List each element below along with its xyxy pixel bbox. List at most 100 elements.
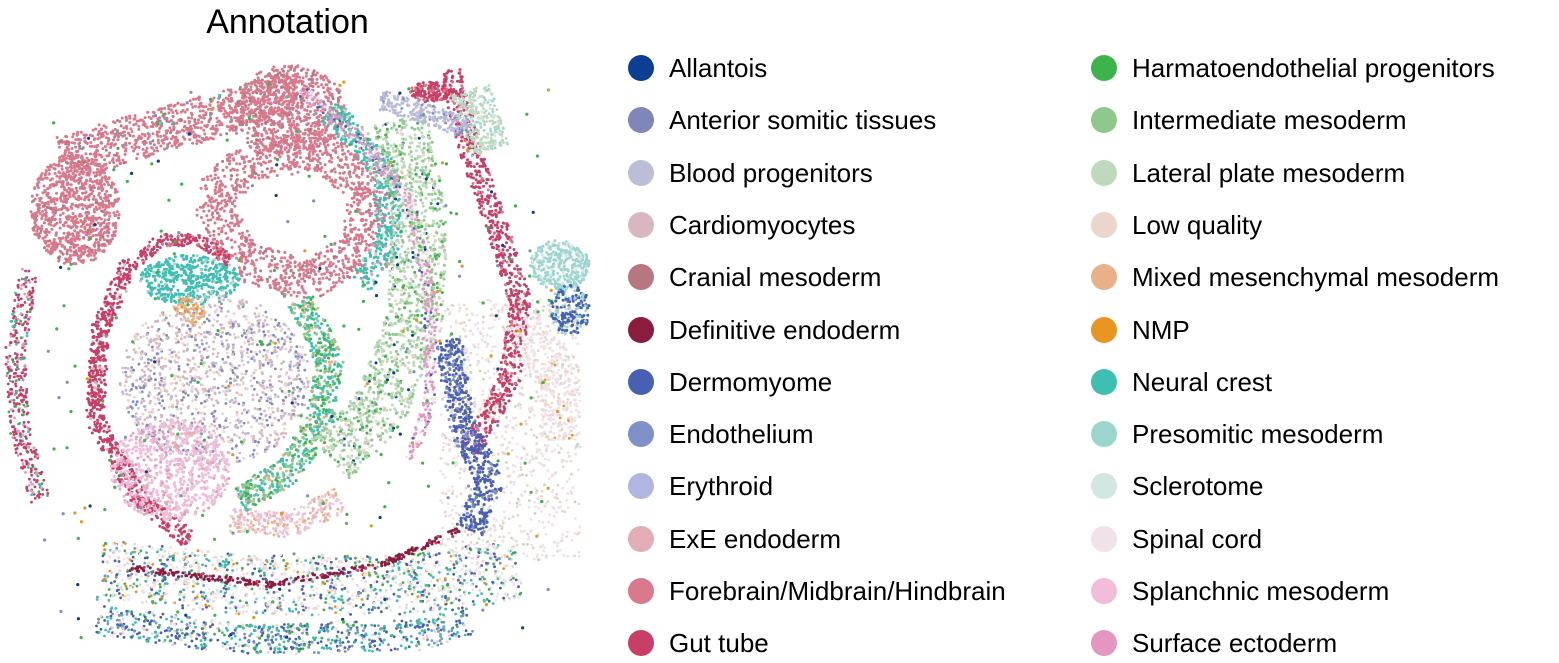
scatter-point bbox=[551, 488, 555, 492]
scatter-point bbox=[570, 539, 574, 542]
scatter-point bbox=[544, 501, 548, 505]
scatter-point bbox=[454, 400, 458, 404]
scatter-point bbox=[481, 538, 485, 542]
scatter-point bbox=[506, 446, 510, 450]
scatter-point bbox=[562, 459, 566, 462]
scatter-point bbox=[558, 500, 562, 504]
scatter-point bbox=[471, 439, 475, 443]
scatter-point bbox=[469, 351, 473, 355]
scatter-point bbox=[443, 476, 447, 479]
scatter-point bbox=[502, 487, 506, 491]
scatter-point bbox=[464, 370, 467, 373]
scatter-point bbox=[464, 487, 468, 490]
scatter-point bbox=[456, 455, 460, 459]
scatter-point bbox=[553, 496, 557, 499]
scatter-point bbox=[495, 546, 499, 550]
scatter-point bbox=[539, 545, 542, 549]
scatter-point bbox=[481, 334, 485, 338]
scatter-point bbox=[543, 504, 547, 508]
scatter-point bbox=[547, 458, 550, 462]
scatter-point bbox=[539, 345, 543, 349]
chart-title: Annotation bbox=[206, 3, 369, 41]
scatter-point bbox=[461, 540, 464, 543]
scatter-point bbox=[496, 452, 500, 456]
scatter-point bbox=[487, 327, 491, 330]
scatter-point bbox=[514, 423, 518, 427]
scatter-point bbox=[440, 539, 444, 543]
scatter-point bbox=[486, 540, 489, 544]
scatter-point bbox=[465, 313, 469, 317]
scatter-point bbox=[566, 492, 570, 495]
scatter-point bbox=[506, 466, 509, 470]
scatter-point bbox=[542, 464, 546, 467]
scatter-point bbox=[487, 360, 491, 364]
scatter-point bbox=[530, 406, 534, 409]
scatter-point bbox=[497, 309, 500, 313]
scatter-point bbox=[532, 434, 536, 437]
scatter-point bbox=[571, 372, 574, 376]
scatter-point bbox=[508, 474, 512, 478]
scatter-point bbox=[441, 398, 444, 401]
scatter-point bbox=[541, 521, 545, 524]
scatter-point bbox=[452, 436, 456, 440]
scatter-point bbox=[492, 367, 496, 370]
scatter-point bbox=[469, 377, 473, 381]
scatter-point bbox=[505, 461, 508, 464]
scatter-point bbox=[480, 356, 484, 360]
scatter-point bbox=[504, 430, 508, 433]
scatter-point bbox=[441, 473, 445, 476]
scatter-point bbox=[507, 531, 511, 535]
scatter-point bbox=[577, 468, 580, 472]
scatter-point bbox=[562, 400, 565, 404]
scatter-point bbox=[522, 542, 525, 546]
scatter-point bbox=[528, 410, 532, 413]
scatter-point bbox=[524, 422, 528, 426]
scatter-point bbox=[493, 306, 496, 309]
scatter-point bbox=[494, 519, 498, 522]
scatter-point bbox=[457, 513, 461, 517]
scatter-point bbox=[481, 389, 485, 393]
scatter-point bbox=[572, 355, 576, 359]
scatter-point bbox=[535, 390, 539, 394]
scatter-point bbox=[538, 298, 542, 302]
scatter-point bbox=[561, 509, 564, 513]
scatter-point bbox=[485, 333, 489, 337]
scatter-point bbox=[536, 395, 540, 399]
scatter-point bbox=[483, 546, 487, 550]
scatter-point bbox=[481, 315, 485, 319]
scatter-point bbox=[439, 457, 443, 460]
scatter-point bbox=[451, 522, 455, 526]
scatter-point bbox=[573, 381, 577, 385]
scatter-point bbox=[527, 537, 530, 541]
scatter-point bbox=[510, 448, 514, 452]
scatter-point bbox=[512, 481, 516, 484]
scatter-point bbox=[512, 483, 516, 486]
scatter-point bbox=[444, 544, 447, 547]
scatter-point bbox=[469, 533, 473, 536]
scatter-point bbox=[535, 448, 539, 452]
scatter-point bbox=[502, 535, 505, 539]
scatter-point bbox=[534, 505, 538, 509]
scatter-point bbox=[531, 298, 535, 302]
scatter-point bbox=[540, 375, 543, 379]
scatter-point bbox=[563, 510, 567, 514]
scatter-point bbox=[574, 416, 577, 420]
scatter-point bbox=[500, 310, 504, 314]
scatter-point bbox=[493, 539, 497, 543]
scatter-point bbox=[528, 493, 532, 497]
scatter-point bbox=[527, 366, 531, 369]
scatter-point bbox=[565, 480, 569, 484]
scatter-point bbox=[491, 345, 495, 349]
scatter-point bbox=[450, 407, 453, 411]
scatter-point bbox=[463, 329, 467, 333]
scatter-point bbox=[439, 469, 442, 473]
scatter-point bbox=[519, 403, 522, 407]
scatter-point bbox=[522, 552, 525, 555]
scatter-point bbox=[471, 332, 475, 336]
scatter-point bbox=[534, 399, 538, 403]
scatter-point bbox=[541, 553, 544, 557]
scatter-point bbox=[529, 517, 533, 521]
scatter-point bbox=[489, 307, 493, 311]
scatter-point bbox=[535, 375, 538, 379]
scatter-point bbox=[537, 461, 541, 465]
